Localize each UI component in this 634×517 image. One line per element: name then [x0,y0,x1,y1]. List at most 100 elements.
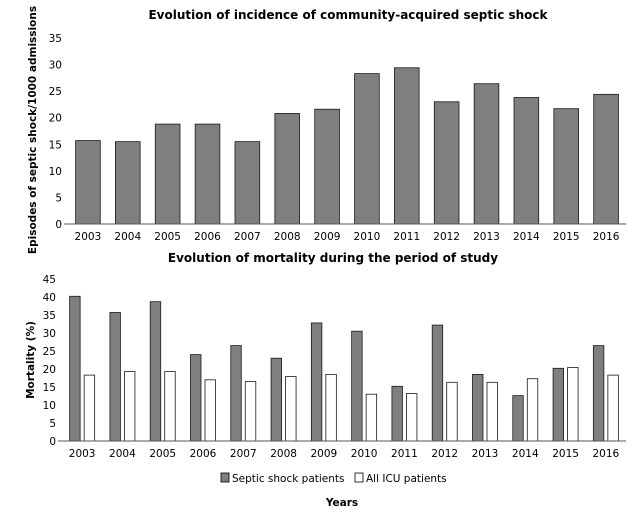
incidence-chart: Evolution of incidence of community-acqu… [27,6,626,254]
bar-septic-shock-2014 [512,395,524,442]
bar-2014 [513,97,540,225]
y-tick-label: 25 [43,346,56,358]
bar-septic-shock-2007 [230,345,242,442]
bar-2006 [194,123,221,225]
y-tick-label: 10 [49,166,62,178]
x-tick-label: 2003 [75,231,102,243]
bar-2005 [154,123,181,225]
legend: Septic shock patients All ICU patients [220,472,447,485]
x-tick-label: 2014 [512,448,539,460]
y-tick-label: 40 [43,292,56,304]
y-tick-label: 10 [43,400,56,412]
x-tick-label: 2012 [431,448,458,460]
bar-septic-shock-2004 [109,312,121,442]
bar-septic-shock-2006 [190,354,202,442]
legend-label-all-icu: All ICU patients [366,473,447,485]
x-tick-label: 2009 [310,448,337,460]
bar-septic-shock-2009 [310,322,323,442]
y-tick-label: 0 [49,436,56,448]
legend-swatch-all-icu [354,472,364,483]
x-tick-label: 2014 [513,231,540,243]
y-tick-label: 5 [55,192,62,204]
x-tick-label: 2011 [391,448,418,460]
bar-all-icu-2008 [285,376,297,442]
bar-2013 [473,83,500,225]
bar-all-icu-2009 [325,373,337,442]
x-tick-label: 2010 [354,231,381,243]
x-tick-label: 2016 [592,448,619,460]
x-tick-label: 2013 [473,231,500,243]
y-tick-label: 5 [49,418,56,430]
y-tick-label: 35 [49,33,62,45]
bar-2003 [75,140,101,225]
x-tick-label: 2016 [593,231,620,243]
x-tick-label: 2013 [472,448,499,460]
chart-title: Evolution of mortality during the period… [168,251,498,265]
bar-all-icu-2007 [244,381,257,442]
bar-2010 [354,73,380,225]
x-tick-label: 2006 [194,231,221,243]
bar-all-icu-2004 [124,371,136,442]
x-tick-label: 2012 [433,231,460,243]
chart-title: Evolution of incidence of community-acqu… [148,8,548,22]
bar-2016 [593,93,619,225]
bar-2009 [314,108,340,225]
y-tick-label: 0 [55,219,62,231]
bar-all-icu-2011 [406,393,418,442]
y-tick-label: 25 [49,86,62,98]
y-tick-label: 15 [43,382,56,394]
bar-septic-shock-2015 [552,367,564,442]
bar-all-icu-2010 [365,393,378,442]
x-axis-label: Years [325,497,358,509]
y-tick-label: 35 [43,310,56,322]
x-tick-label: 2005 [149,448,176,460]
bar-2007 [234,141,261,225]
bar-2011 [394,67,420,225]
x-tick-label: 2011 [393,231,420,243]
bar-2015 [553,108,579,225]
x-tick-label: 2004 [114,231,141,243]
bar-all-icu-2014 [526,378,539,442]
bar-2004 [115,141,141,225]
x-tick-label: 2008 [270,448,297,460]
x-tick-label: 2008 [274,231,301,243]
bar-all-icu-2003 [83,374,96,442]
x-tick-label: 2015 [552,448,579,460]
x-tick-label: 2009 [314,231,341,243]
bar-all-icu-2006 [204,379,216,442]
bar-septic-shock-2012 [431,324,444,442]
bar-septic-shock-2016 [592,345,605,442]
y-tick-label: 15 [49,139,62,151]
bar-septic-shock-2011 [391,385,403,442]
bar-septic-shock-2010 [351,330,363,442]
x-tick-label: 2006 [190,448,217,460]
bar-septic-shock-2008 [270,357,282,442]
x-tick-label: 2007 [230,448,257,460]
y-tick-label: 45 [43,274,56,286]
y-tick-label: 30 [49,60,62,72]
x-tick-label: 2015 [553,231,580,243]
bar-septic-shock-2003 [69,295,81,442]
y-tick-label: 30 [43,328,56,340]
bar-all-icu-2016 [607,374,619,442]
x-tick-label: 2007 [234,231,261,243]
bar-all-icu-2005 [164,371,176,442]
y-tick-label: 20 [49,113,62,125]
bar-septic-shock-2013 [472,373,484,442]
legend-label-septic-shock: Septic shock patients [232,473,345,485]
x-tick-label: 2010 [351,448,378,460]
x-tick-label: 2004 [109,448,136,460]
legend-swatch-septic-shock [220,472,230,483]
bar-all-icu-2015 [567,367,579,442]
y-tick-label: 20 [43,364,56,376]
bar-all-icu-2013 [486,381,498,442]
y-axis-label: Episodes of septic shock/1000 admissions [27,6,39,254]
bar-2008 [274,113,300,225]
mortality-chart: Evolution of mortality during the period… [25,251,626,509]
x-tick-label: 2005 [154,231,181,243]
bar-septic-shock-2005 [149,301,162,442]
bar-2012 [433,101,460,225]
y-axis-label: Mortality (%) [25,321,37,399]
bar-all-icu-2012 [446,381,458,442]
